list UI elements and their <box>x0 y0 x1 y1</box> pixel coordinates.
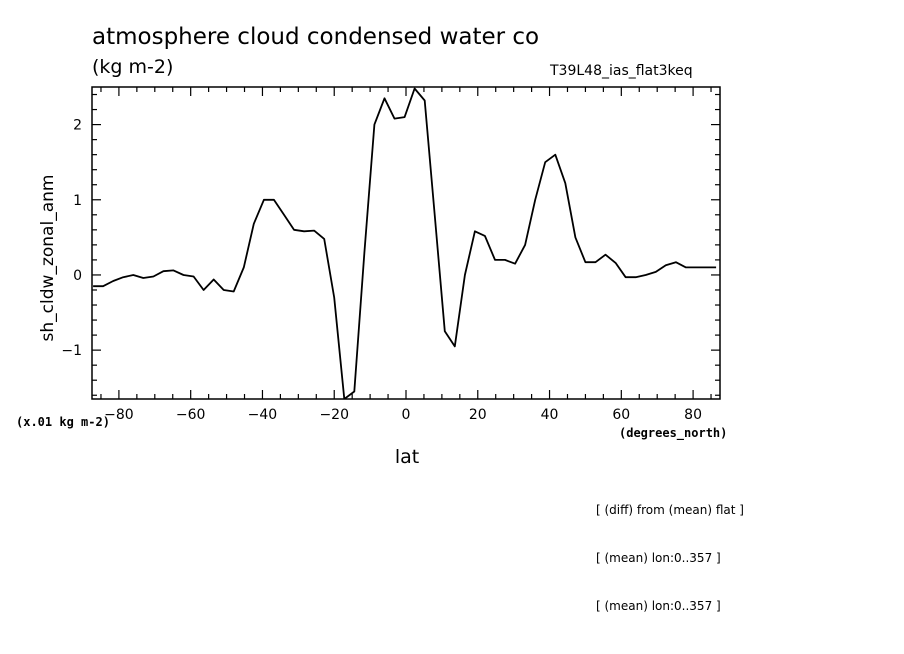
chart-units: (kg m-2) <box>92 56 174 78</box>
x-tick-label: −60 <box>176 407 206 423</box>
chart-title: atmosphere cloud condensed water co <box>92 24 540 50</box>
note-line: [ (mean) lon:0..357 ] <box>596 599 721 613</box>
note-line: [ (mean) lon:0..357 ] <box>596 551 721 565</box>
y-tick-label: 0 <box>73 268 82 284</box>
y-tick-label: −1 <box>61 343 82 359</box>
processing-notes: [ (diff) from (mean) flat ] [ (mean) lon… <box>596 470 744 630</box>
y-tick-label: 1 <box>73 193 82 209</box>
x-tick-label: −80 <box>104 407 134 423</box>
y-tick-label: 2 <box>73 118 82 134</box>
x-tick-label: 20 <box>469 407 487 423</box>
scale-note: (x.01 kg m-2) <box>16 415 110 429</box>
note-line: [ (diff) from (mean) flat ] <box>596 503 744 517</box>
x-units-label: (degrees_north) <box>619 426 728 440</box>
axis-tick-labels: −80 −60 −40 −20 0 20 40 60 80 −1 0 1 2 <box>61 118 702 423</box>
series-line <box>93 87 717 399</box>
y-axis-label: sh_cldw_zonal_anm <box>38 174 58 342</box>
x-tick-label: 60 <box>612 407 630 423</box>
x-axis-label: lat <box>394 446 420 468</box>
plot-frame <box>91 86 721 400</box>
x-tick-label: −20 <box>319 407 349 423</box>
x-tick-label: 40 <box>541 407 559 423</box>
axis-ticks <box>92 87 720 399</box>
x-tick-label: 0 <box>402 407 411 423</box>
run-label: T39L48_ias_flat3keq <box>550 63 693 79</box>
x-tick-label: 80 <box>684 407 702 423</box>
x-tick-label: −40 <box>248 407 278 423</box>
